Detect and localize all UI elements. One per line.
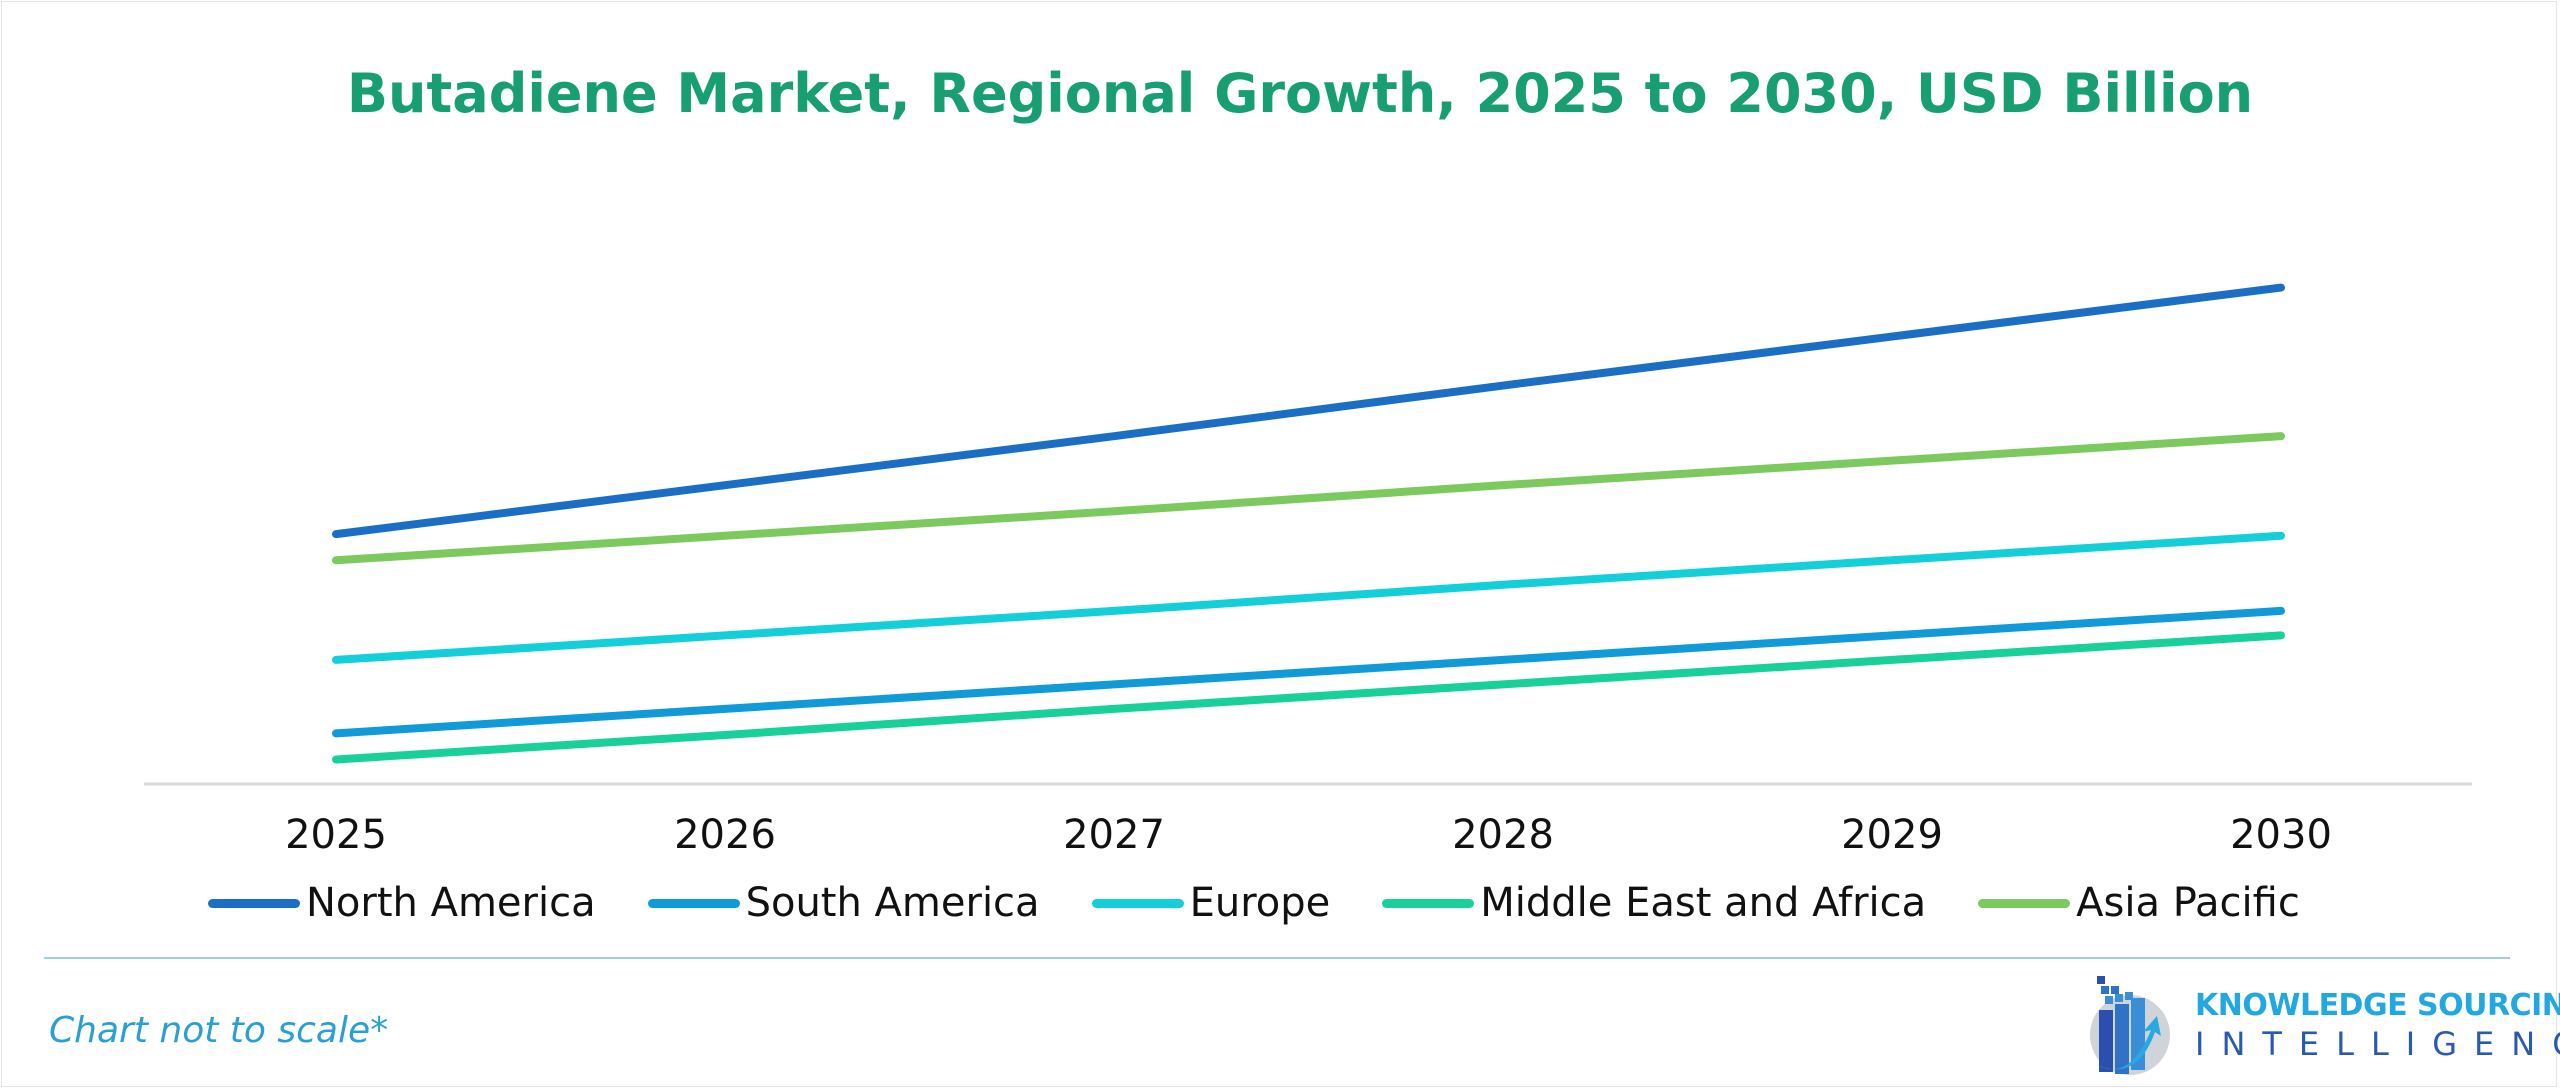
company-logo: KNOWLEDGE SOURCING INTELLIGENCE: [2085, 970, 2560, 1080]
legend-item: Asia Pacific: [1978, 880, 2300, 926]
legend-item: Middle East and Africa: [1382, 880, 1926, 926]
legend-item: South America: [647, 880, 1040, 926]
legend-label: Middle East and Africa: [1480, 880, 1927, 926]
series-line-europe: [332, 531, 2285, 664]
x-tick-label: 2027: [1063, 812, 1165, 858]
legend-item: North America: [208, 880, 596, 926]
series-line-middle-east-and-africa: [332, 631, 2285, 764]
legend: North America South America Europe Middle E…: [208, 880, 2352, 926]
x-tick-label: 2029: [1841, 812, 1943, 858]
legend-swatch: [208, 898, 300, 908]
logo-text-line1: KNOWLEDGE SOURCING: [2195, 987, 2560, 1023]
chart-title: Butadiene Market, Regional Growth, 2025 …: [346, 62, 2254, 125]
footer-divider: [44, 957, 2510, 959]
legend-label: South America: [745, 880, 1040, 926]
x-tick-label: 2028: [1452, 812, 1554, 858]
legend-swatch: [1978, 898, 2071, 908]
x-tick-label: 2030: [2230, 812, 2332, 858]
legend-swatch: [1382, 898, 1475, 908]
legend-swatch: [647, 898, 740, 908]
series-line-asia-pacific: [332, 432, 2285, 565]
x-tick-label: 2026: [674, 812, 776, 858]
legend-label: Europe: [1189, 880, 1331, 926]
legend-item: Europe: [1091, 880, 1331, 926]
legend-label: North America: [306, 880, 596, 926]
legend-swatch: [1091, 898, 1184, 908]
logo-text-line2: INTELLIGENCE: [2195, 1024, 2560, 1063]
chart-note: Chart not to scale*: [49, 1010, 389, 1051]
series-line-south-america: [332, 606, 2285, 738]
legend-label: Asia Pacific: [2076, 880, 2300, 926]
series-line-north-america: [332, 283, 2285, 539]
logo-emblem-icon: [2090, 976, 2170, 1075]
x-tick-label: 2025: [285, 812, 387, 858]
